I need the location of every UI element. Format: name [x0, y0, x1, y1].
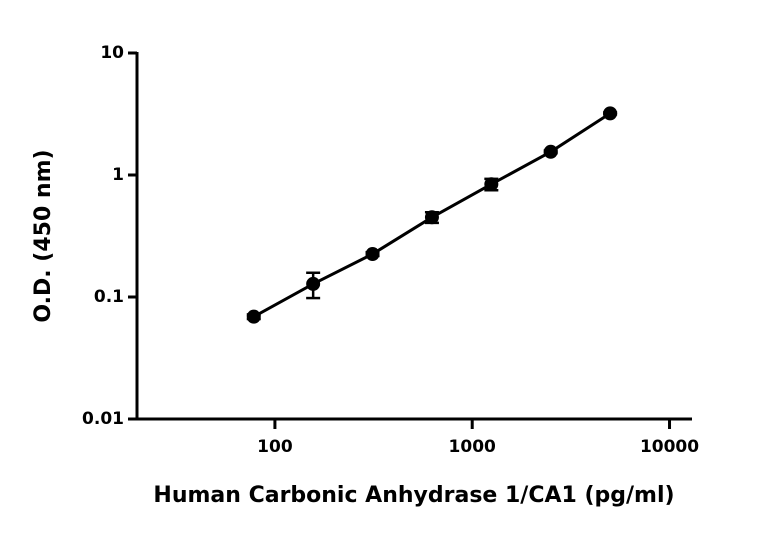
y-tick-label: 0.1	[94, 287, 124, 307]
x-tick-label: 10000	[640, 437, 699, 457]
y-axis-title: O.D. (450 nm)	[31, 149, 56, 322]
point	[365, 247, 380, 262]
y-tick-label: 1	[112, 165, 124, 185]
x-tick-label: 1000	[449, 437, 496, 457]
point	[306, 276, 321, 291]
point	[246, 309, 261, 324]
point	[543, 144, 558, 159]
point	[484, 177, 499, 192]
point	[424, 210, 439, 225]
point	[603, 106, 618, 121]
y-tick-label: 0.01	[82, 409, 124, 429]
x-tick-label: 100	[257, 437, 293, 457]
x-axis-title: Human Carbonic Anhydrase 1/CA1 (pg/ml)	[153, 483, 674, 508]
y-tick-label: 10	[100, 43, 124, 63]
